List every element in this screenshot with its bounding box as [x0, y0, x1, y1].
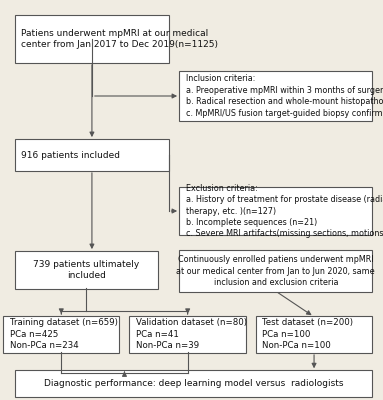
FancyBboxPatch shape	[179, 250, 372, 292]
Text: Diagnostic performance: deep learning model versus  radiologists: Diagnostic performance: deep learning mo…	[44, 379, 343, 388]
Text: Exclusion criteria:
a. History of treatment for prostate disease (radiation ther: Exclusion criteria: a. History of treatm…	[186, 184, 383, 238]
FancyBboxPatch shape	[15, 15, 169, 63]
FancyBboxPatch shape	[15, 370, 372, 397]
Text: 916 patients included: 916 patients included	[21, 150, 120, 160]
FancyBboxPatch shape	[3, 316, 119, 353]
FancyBboxPatch shape	[256, 316, 372, 353]
Text: Continuously enrolled patiens underwent mpMRI
at our medical center from Jan to : Continuously enrolled patiens underwent …	[177, 255, 375, 287]
Text: Inclusion criteria:
a. Preoperative mpMRI within 3 months of surgery or puncture: Inclusion criteria: a. Preoperative mpMR…	[186, 74, 383, 118]
FancyBboxPatch shape	[15, 139, 169, 171]
FancyBboxPatch shape	[15, 251, 158, 289]
Text: Test dataset (n=200)
PCa n=100
Non-PCa n=100: Test dataset (n=200) PCa n=100 Non-PCa n…	[262, 318, 354, 350]
FancyBboxPatch shape	[179, 71, 372, 121]
Text: Validation dataset (n=80)
PCa n=41
Non-PCa n=39: Validation dataset (n=80) PCa n=41 Non-P…	[136, 318, 247, 350]
FancyBboxPatch shape	[129, 316, 246, 353]
Text: 739 patients ultimately
included: 739 patients ultimately included	[33, 260, 139, 280]
Text: Training dataset (n=659)
PCa n=425
Non-PCa n=234: Training dataset (n=659) PCa n=425 Non-P…	[10, 318, 118, 350]
FancyBboxPatch shape	[179, 187, 372, 235]
Text: Patiens underwent mpMRI at our medical
center from Jan 2017 to Dec 2019(n=1125): Patiens underwent mpMRI at our medical c…	[21, 29, 218, 49]
